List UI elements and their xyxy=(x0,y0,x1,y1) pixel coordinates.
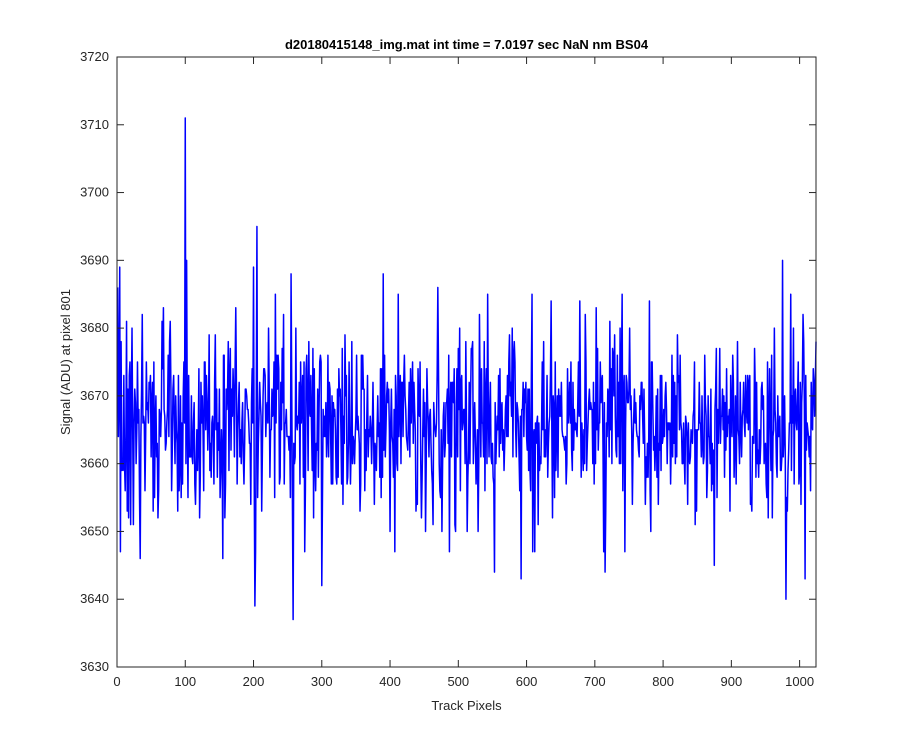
y-tick-label: 3630 xyxy=(80,659,109,674)
y-tick-label: 3640 xyxy=(80,591,109,606)
x-axis-title: Track Pixels xyxy=(431,698,502,713)
axes-box xyxy=(116,56,817,668)
y-tick-label: 3710 xyxy=(80,117,109,132)
x-tick-label: 200 xyxy=(243,674,265,689)
x-tick-label: 700 xyxy=(584,674,606,689)
y-tick-label: 3700 xyxy=(80,185,109,200)
y-tick-label: 3680 xyxy=(80,320,109,335)
y-axis-title: Signal (ADU) at pixel 801 xyxy=(58,289,73,435)
series-line xyxy=(116,117,817,621)
x-tick-label: 100 xyxy=(174,674,196,689)
series-layer xyxy=(116,117,817,621)
y-tick-label: 3720 xyxy=(80,49,109,64)
ticks-layer: 0 100 200 300 400 500 600 700 800 900 1000 3630 3640… xyxy=(80,49,816,689)
x-tick-label: 600 xyxy=(516,674,538,689)
y-tick-label: 3650 xyxy=(80,523,109,538)
x-tick-label: 400 xyxy=(379,674,401,689)
x-tick-label: 1000 xyxy=(785,674,814,689)
x-tick-label: 300 xyxy=(311,674,333,689)
x-tick-label: 800 xyxy=(652,674,674,689)
y-tick-label: 3690 xyxy=(80,252,109,267)
y-tick-label: 3660 xyxy=(80,456,109,471)
x-tick-label: 500 xyxy=(447,674,469,689)
chart-title: d20180415148_img.mat int time = 7.0197 s… xyxy=(285,37,649,52)
x-tick-label: 900 xyxy=(721,674,743,689)
x-tick-label: 0 xyxy=(113,674,120,689)
y-tick-label: 3670 xyxy=(80,388,109,403)
